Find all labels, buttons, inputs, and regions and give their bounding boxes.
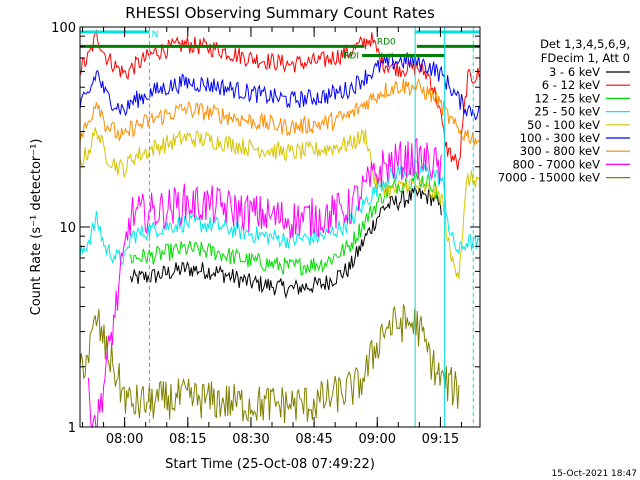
- series-layer: [79, 28, 480, 429]
- legend-entry: 100 - 300 keV: [520, 131, 600, 145]
- series-line: [130, 185, 442, 300]
- legend: Det 1,3,4,5,6,9,FDecim 1, Att 03 - 6 keV…: [498, 37, 630, 185]
- legend-entry: 800 - 7000 keV: [512, 157, 600, 171]
- chart-title: RHESSI Observing Summary Count Rates: [125, 4, 435, 22]
- legend-header: Det 1,3,4,5,6,9,: [540, 37, 630, 51]
- y-tick-label: 1: [68, 421, 76, 436]
- x-tick-label: 09:15: [422, 432, 459, 447]
- series-line: [79, 52, 480, 121]
- legend-entry: 7000 - 15000 keV: [498, 171, 600, 185]
- annotation: N: [152, 30, 159, 40]
- legend-header: FDecim 1, Att 0: [541, 51, 630, 65]
- plot-frame: [79, 26, 481, 428]
- overlay-layer: N RD0 RDI: [80, 27, 480, 427]
- y-axis-label: Count Rate (s⁻¹ detector⁻¹): [29, 139, 44, 316]
- y-tick-label: 100: [51, 21, 76, 36]
- x-tick-label: 08:30: [232, 432, 269, 447]
- legend-entry: 6 - 12 keV: [542, 78, 600, 92]
- legend-entry: 300 - 800 keV: [520, 144, 600, 158]
- series-line: [87, 137, 443, 429]
- y-tick-label: 10: [59, 221, 76, 236]
- legend-entry: 3 - 6 keV: [549, 65, 600, 79]
- annotation: RDI: [343, 51, 359, 61]
- x-tick-label: 08:15: [169, 432, 206, 447]
- legend-entry: 25 - 50 keV: [534, 105, 600, 119]
- legend-entry: 12 - 25 keV: [534, 91, 600, 105]
- series-line: [79, 78, 480, 146]
- x-axis-label: Start Time (25-Oct-08 07:49:22): [165, 457, 375, 472]
- x-tick-label: 08:00: [106, 432, 143, 447]
- series-line: [130, 170, 442, 276]
- series-line: [79, 303, 460, 424]
- series-line: [79, 28, 480, 170]
- series-line: [79, 160, 480, 266]
- annotation: RD0: [377, 37, 396, 47]
- legend-entry: 50 - 100 keV: [527, 118, 600, 132]
- axis-layer: 1 10 100 08:00 08:15 08:30 08:45 09:00 09:15: [51, 21, 480, 447]
- x-tick-label: 09:00: [359, 432, 396, 447]
- x-tick-label: 08:45: [295, 432, 332, 447]
- footer-date: 15-Oct-2021 18:47: [552, 469, 637, 479]
- series-line: [79, 127, 480, 279]
